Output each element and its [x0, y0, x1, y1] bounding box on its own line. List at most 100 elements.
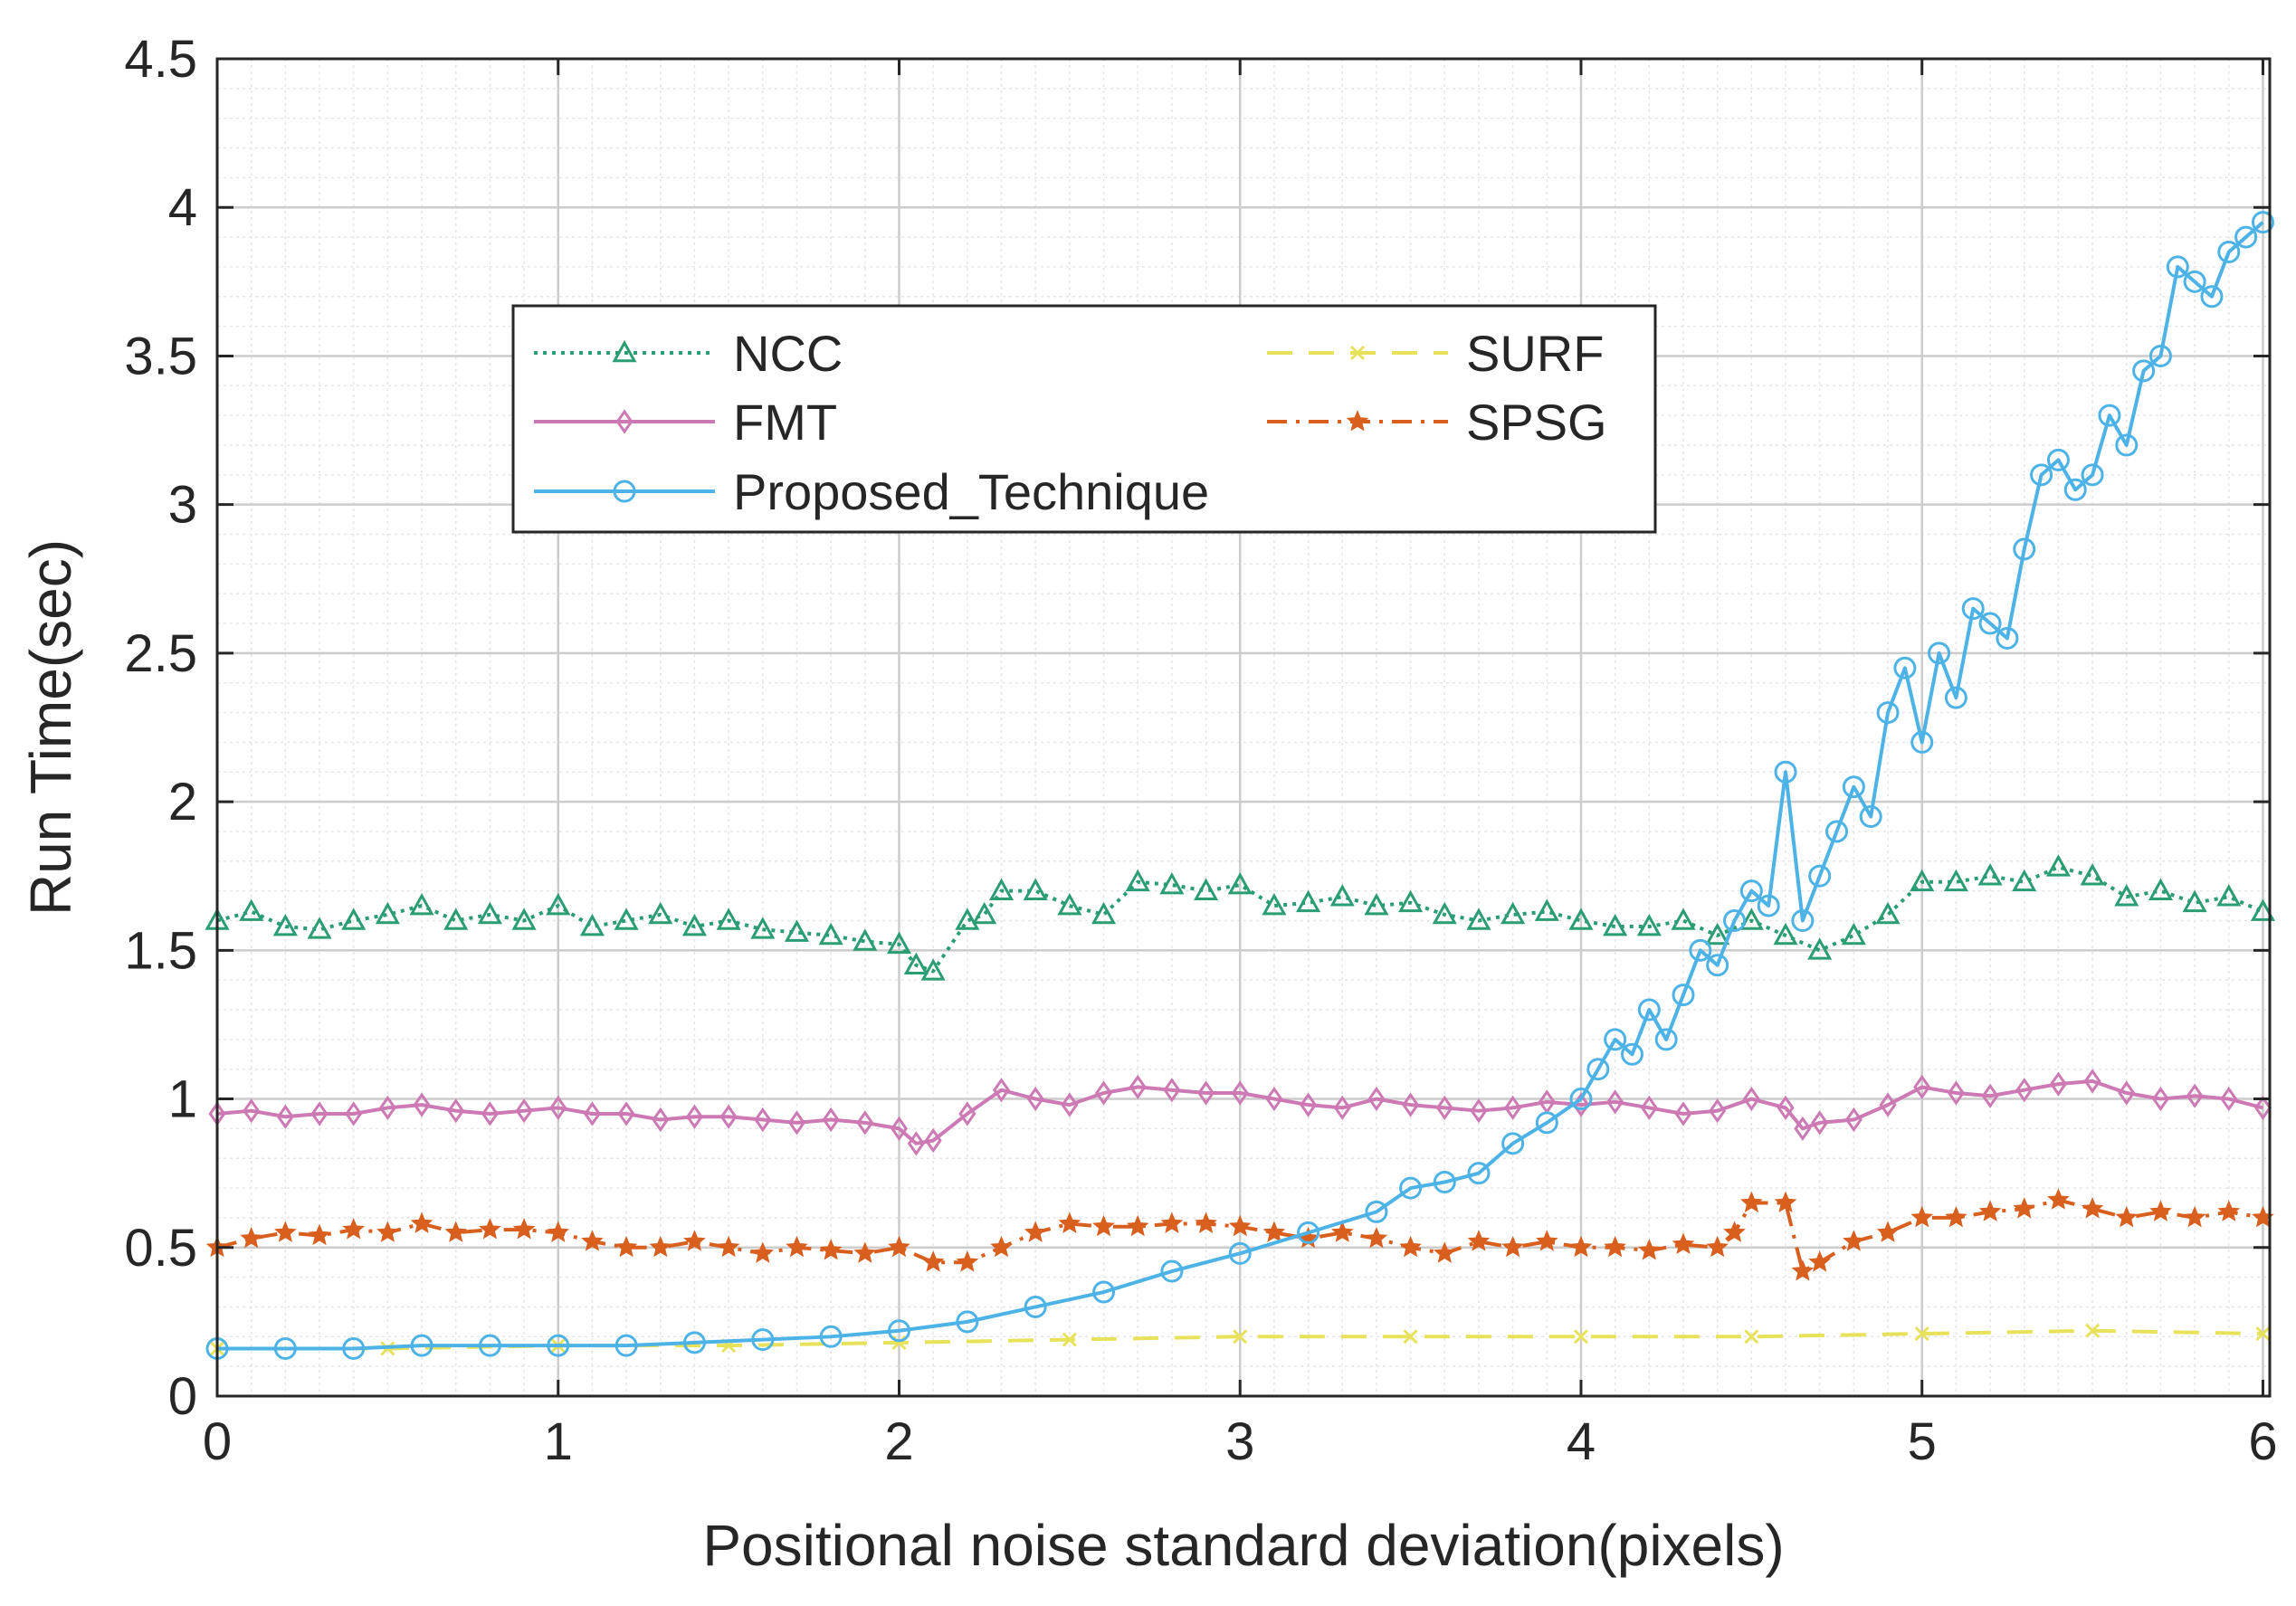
marker-triangle [1227, 871, 1253, 895]
marker-x-stroke [1233, 1329, 1248, 1345]
marker-star [921, 1250, 945, 1272]
x-axis-label: Positional noise standard deviation(pixe… [702, 1513, 1784, 1578]
marker-diamond [1197, 1080, 1215, 1106]
marker-triangle [1636, 913, 1662, 936]
marker-diamond [1981, 1083, 1999, 1108]
y-axis-label: Run Time(sec) [18, 539, 83, 916]
marker-diamond [2220, 1086, 2238, 1112]
marker-star [1024, 1221, 1047, 1242]
marker-star [1058, 1212, 1081, 1233]
marker-diamond [1913, 1074, 1931, 1100]
marker-diamond [1674, 1101, 1692, 1126]
marker-diamond [413, 1092, 431, 1117]
marker-star [1092, 1214, 1115, 1237]
marker-triangle [579, 913, 605, 936]
marker-triangle [2250, 898, 2276, 921]
marker-circle [1569, 1088, 1593, 1111]
marker-star [1706, 1235, 1729, 1258]
marker-circle [2251, 211, 2274, 234]
marker-diamond [2015, 1078, 2034, 1103]
marker-star [2081, 1197, 2104, 1219]
marker-star [479, 1218, 501, 1240]
legend-item-spsg: SPSG [1267, 394, 1607, 451]
marker-x [1349, 345, 1366, 361]
marker-star [1228, 1214, 1252, 1237]
marker-circle [1910, 730, 1934, 754]
marker-circle [547, 1334, 570, 1357]
x-tick-label: 0 [203, 1412, 232, 1471]
marker-x [2085, 1323, 2101, 1338]
marker-diamond [1947, 1080, 1965, 1106]
marker-diamond [856, 1110, 874, 1136]
marker-circle [1654, 1028, 1678, 1051]
marker-circle [1774, 760, 1797, 784]
legend-box [511, 304, 1657, 534]
marker-circle [1228, 1241, 1252, 1265]
marker-x [1233, 1329, 1248, 1345]
marker-triangle [955, 908, 980, 930]
marker-triangle [375, 901, 400, 925]
marker-star [1346, 410, 1369, 432]
marker-circle [613, 480, 636, 503]
marker-circle [1791, 908, 1815, 932]
marker-diamond [1470, 1098, 1488, 1124]
marker-circle [2148, 344, 2172, 367]
marker-circle [682, 1331, 706, 1354]
marker-circle [1825, 820, 1849, 843]
marker-circle [2234, 225, 2258, 249]
marker-triangle [818, 922, 843, 946]
marker-circle [1706, 954, 1729, 977]
marker-star [956, 1250, 979, 1272]
marker-x [1914, 1326, 1929, 1342]
marker-diamond [2186, 1083, 2204, 1108]
marker-diamond [1300, 1092, 1318, 1117]
marker-star [512, 1218, 536, 1240]
x-tick-label: 1 [544, 1412, 573, 1471]
marker-diamond [1777, 1095, 1795, 1121]
series-ncc [205, 854, 2276, 981]
marker-circle [1586, 1058, 1610, 1081]
legend: NCC FMT Proposed_Technique SURF SPSG [511, 304, 1657, 534]
marker-triangle [1125, 869, 1150, 892]
marker-star [1160, 1212, 1184, 1233]
marker-diamond [2049, 1071, 2067, 1097]
marker-diamond [2253, 1095, 2272, 1121]
marker-diamond [583, 1101, 601, 1126]
marker-triangle [612, 339, 637, 363]
marker-circle [2166, 255, 2189, 279]
marker-triangle [2216, 884, 2242, 907]
marker-triangle [1500, 901, 1526, 925]
marker-triangle [2148, 878, 2173, 900]
marker-star [1467, 1230, 1491, 1251]
series-spsg [205, 1188, 2274, 1281]
marker-x [1573, 1329, 1589, 1345]
marker-circle [478, 1334, 501, 1357]
marker-star [1945, 1205, 1967, 1228]
marker-diamond [907, 1131, 925, 1156]
legend-item-proposed-technique: Proposed_Technique [534, 463, 1209, 520]
marker-x-stroke [1573, 1329, 1589, 1345]
marker-star [683, 1230, 706, 1251]
legend-item-fmt: FMT [534, 394, 837, 451]
marker-star [1501, 1235, 1524, 1258]
marker-circle [2183, 270, 2206, 293]
marker-triangle [1807, 937, 1833, 960]
marker-star [1399, 1235, 1422, 1258]
marker-triangle [546, 892, 571, 916]
marker-circle [342, 1336, 366, 1360]
marker-star [1978, 1200, 2002, 1221]
marker-diamond [2118, 1080, 2136, 1106]
marker-triangle [477, 901, 502, 925]
y-tick-label: 3 [168, 476, 197, 535]
marker-star [308, 1223, 331, 1246]
marker-circle [1160, 1259, 1184, 1283]
legend-label: SPSG [1466, 394, 1607, 451]
marker-star [1791, 1259, 1815, 1281]
marker-star [1808, 1250, 1832, 1272]
marker-circle [1893, 656, 1917, 679]
marker-triangle [511, 908, 537, 930]
marker-star [1569, 1235, 1593, 1258]
marker-triangle [784, 919, 810, 942]
marker-triangle [1875, 901, 1901, 925]
